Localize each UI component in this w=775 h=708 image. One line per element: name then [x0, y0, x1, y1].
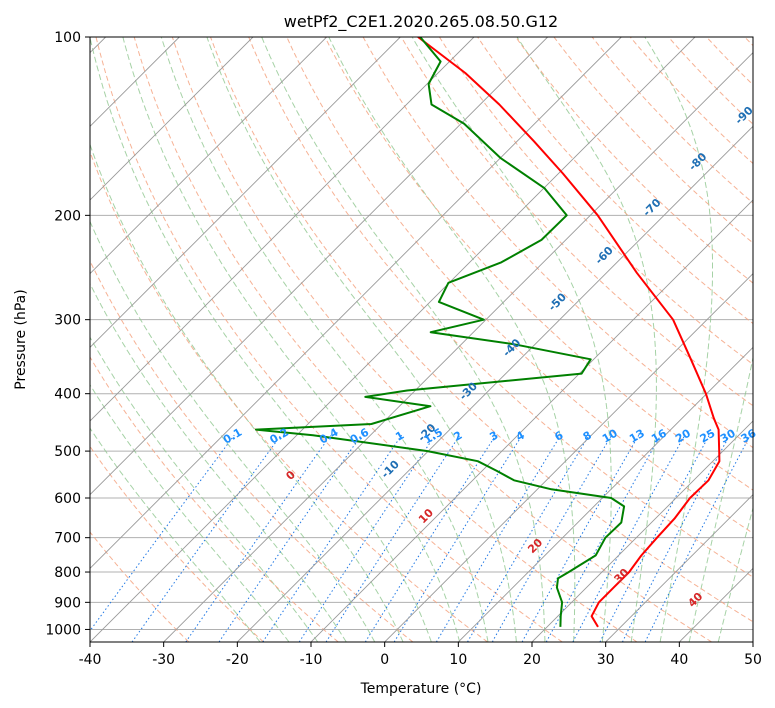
- temperature-line: [417, 37, 721, 628]
- moist-adiabat-8: [122, 37, 461, 642]
- x-tick-label-1: -30: [152, 652, 175, 668]
- y-tick-label-7: 300: [54, 313, 81, 329]
- dry-adiabat--10: [90, 356, 339, 642]
- x-tick-label-3: -10: [300, 652, 323, 668]
- moist-adiabat-32: [516, 37, 657, 642]
- y-tick-label-3: 700: [54, 531, 81, 547]
- dry-adiabat-80: [324, 37, 753, 491]
- mixing-ratio-line-14: [572, 434, 686, 642]
- x-tick-label-2: -20: [226, 652, 249, 668]
- x-axis-label: Temperature (°C): [360, 681, 482, 697]
- isotherm--10: [310, 199, 753, 642]
- x-tick-label-9: 50: [744, 652, 762, 668]
- dry-adiabat-10: [90, 150, 488, 642]
- plot-frame: [89, 36, 754, 643]
- isotherm-20: [531, 420, 753, 642]
- mixing-ratio-line-12: [521, 434, 640, 642]
- x-tick-label-7: 30: [597, 652, 615, 668]
- dry-adiabat-60: [248, 37, 753, 578]
- mixing-ratio-line-2: [185, 434, 332, 642]
- moist-adiabat--12: [90, 336, 319, 642]
- chart-title: wetPf2_C2E1.2020.265.08.50.G12: [284, 12, 558, 32]
- dry-adiabat-110: [438, 37, 753, 366]
- moist-adiabat--16: [90, 383, 290, 642]
- x-tick-label-8: 40: [670, 652, 688, 668]
- dry-adiabat-30: [133, 37, 638, 642]
- y-tick-label-8: 200: [54, 208, 81, 224]
- y-tick-label-0: 1000: [45, 622, 81, 638]
- mixing-ratio-line-13: [545, 434, 662, 642]
- mixing-ratio-line-0: [90, 434, 235, 632]
- dry-adiabats: [90, 37, 753, 642]
- y-tick-label-1: 900: [54, 595, 81, 611]
- plot-area: [90, 37, 753, 642]
- mixing-ratio-line-9: [435, 434, 562, 642]
- y-axis-ticks: 1000 900 800 700 600 500 400 300 200 100: [45, 30, 90, 638]
- isotherm--70: [90, 37, 475, 422]
- moist-adiabat--20: [90, 427, 261, 642]
- dewpoint-line: [254, 37, 626, 627]
- mixing-ratio-line-10: [467, 434, 590, 642]
- moist-adiabat-12: [160, 37, 489, 642]
- isotherm--60: [90, 37, 548, 496]
- x-tick-label-0: -40: [79, 652, 102, 668]
- y-tick-label-4: 600: [54, 491, 81, 507]
- dry-adiabat--30: [90, 531, 190, 642]
- isotherm-50: [752, 641, 753, 642]
- isotherm--50: [90, 37, 622, 569]
- x-axis-ticks: -40 -30 -20 -10 0 10 20 30 40 50: [79, 642, 762, 668]
- dry-adiabat-130: [515, 37, 753, 284]
- mixing-ratio-line-6: [325, 434, 461, 642]
- isotherm-10: [458, 346, 753, 642]
- moist-adiabat--4: [90, 220, 376, 642]
- sounding-series: [254, 37, 721, 628]
- isotherm--90: [90, 37, 327, 275]
- x-tick-label-6: 20: [523, 652, 541, 668]
- dry-adiabat-40: [171, 37, 712, 642]
- y-tick-label-9: 100: [54, 30, 81, 46]
- moist-adiabat-36: [644, 37, 713, 642]
- isotherm--80: [90, 37, 401, 348]
- dry-adiabat-20: [95, 37, 563, 642]
- isotherm--40: [90, 37, 696, 642]
- isotherm--20: [237, 125, 753, 642]
- dry-adiabat--20: [90, 445, 264, 642]
- moist-adiabat-16: [206, 37, 517, 642]
- moist-adiabat-20: [261, 37, 546, 642]
- mixing-ratio-line-3: [218, 434, 362, 642]
- y-tick-label-5: 500: [54, 444, 81, 460]
- moist-adiabats: [90, 37, 753, 642]
- mixing-ratio-line-17: [644, 434, 751, 642]
- moist-adiabat-4: [90, 37, 432, 642]
- dry-adiabat-100: [400, 37, 753, 407]
- y-tick-label-2: 800: [54, 565, 81, 581]
- mixing-ratio-line-11: [491, 434, 613, 642]
- mixing-ratio-line-7: [364, 434, 497, 642]
- moist-adiabat-24: [328, 37, 576, 642]
- moist-adiabat-28: [411, 37, 612, 642]
- isotherm-30: [605, 494, 753, 642]
- mixing-ratio-line-16: [621, 434, 731, 642]
- x-tick-label-5: 10: [449, 652, 467, 668]
- moist-adiabat--8: [90, 282, 347, 642]
- isotherm--30: [163, 52, 753, 642]
- x-tick-label-4: 0: [380, 652, 389, 668]
- isotherms: [90, 37, 753, 642]
- isotherm-0: [384, 273, 753, 642]
- isotherm--100: [90, 37, 254, 201]
- y-axis-label: Pressure (hPa): [13, 289, 29, 389]
- dry-adiabat-50: [210, 37, 753, 623]
- y-tick-label-6: 400: [54, 387, 81, 403]
- moist-adiabat-0: [90, 142, 404, 642]
